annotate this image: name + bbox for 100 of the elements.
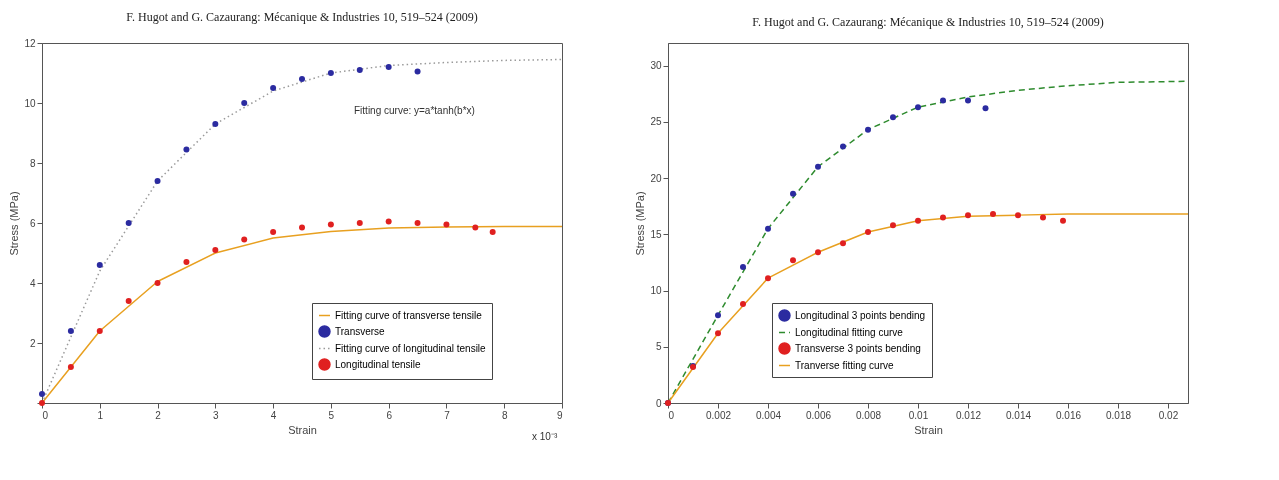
- point: [414, 68, 421, 75]
- point: [815, 249, 821, 256]
- y-tick-label: 20: [650, 172, 662, 184]
- legend-label: Longitudinal 3 points bending: [795, 309, 926, 321]
- point: [790, 190, 796, 197]
- y-axis-title: Stress (MPa): [634, 191, 647, 256]
- x-tick-label: 6: [386, 409, 393, 421]
- point: [890, 114, 896, 121]
- point: [39, 391, 45, 397]
- legend-label: Transverse: [335, 325, 386, 337]
- x-tick-label: 2: [155, 409, 162, 421]
- x-tick-label: 0.012: [955, 409, 982, 421]
- y-tick-label: 0: [655, 397, 662, 409]
- x-tick-label: 4: [270, 409, 277, 421]
- point: [154, 280, 161, 286]
- x-axis-title: Strain: [914, 423, 943, 436]
- chart-title: F. Hugot and G. Cazaurang: Mécanique & Industries 10, 519–524 (2009): [752, 15, 1104, 29]
- point: [356, 67, 363, 73]
- point: [1015, 212, 1021, 219]
- x-tick-label: 0.018: [1105, 409, 1132, 421]
- line-series: [667, 213, 1189, 404]
- x-tick-label: 0.004: [755, 409, 782, 421]
- point: [96, 262, 103, 268]
- text: x 10⁻³: [532, 431, 558, 442]
- point: [125, 298, 132, 304]
- point: [915, 217, 921, 224]
- legend-label: Longitudinal fitting curve: [795, 326, 904, 338]
- point: [840, 143, 846, 150]
- y-tick-label: 10: [24, 97, 36, 109]
- point: [472, 224, 479, 231]
- point: [327, 221, 334, 228]
- x-tick-label: 0.02: [1158, 409, 1179, 421]
- point: [940, 214, 946, 221]
- y-tick-label: 2: [29, 337, 36, 349]
- point: [270, 229, 277, 235]
- point: [982, 105, 989, 112]
- point: [385, 64, 392, 70]
- point: [1040, 214, 1046, 221]
- y-tick-label: 12: [24, 37, 36, 49]
- y-tick-label: 6: [29, 217, 36, 229]
- point: [915, 104, 921, 111]
- point: [385, 218, 392, 225]
- point: [715, 330, 721, 337]
- point: [940, 97, 946, 104]
- point: [815, 163, 821, 170]
- point: [890, 222, 896, 229]
- point: [489, 229, 496, 235]
- chart-title: F. Hugot and G. Cazaurang: Mécanique & Industries 10, 519–524 (2009): [126, 10, 478, 24]
- legend-label: Longitudinal tensile: [335, 358, 422, 370]
- point: [740, 263, 746, 270]
- y-tick-label: 4: [29, 277, 36, 289]
- x-tick-label: 0.008: [855, 409, 882, 421]
- x-tick-label: 0: [42, 409, 49, 421]
- x-tick-label: 3: [213, 409, 220, 421]
- point: [965, 212, 971, 219]
- x-tick-label: 1: [97, 409, 104, 421]
- y-tick-label: 5: [655, 341, 662, 353]
- point: [299, 224, 305, 231]
- x-tick-label: 0.002: [705, 409, 732, 421]
- point: [765, 225, 771, 232]
- y-axis-title: Stress (MPa): [8, 191, 21, 256]
- point: [67, 364, 74, 370]
- point: [840, 240, 846, 247]
- point: [356, 220, 363, 226]
- point: [414, 220, 421, 226]
- point: [865, 126, 871, 133]
- point: [299, 76, 305, 82]
- x-tick-label: 0.014: [1005, 409, 1032, 421]
- y-tick-label: 25: [650, 116, 662, 128]
- point: [183, 146, 190, 153]
- annotation: Fitting curve: y=a*tanh(b*x): [354, 105, 475, 117]
- y-tick-label: 8: [29, 157, 36, 169]
- point: [443, 221, 450, 228]
- x-tick-label: 0.016: [1055, 409, 1082, 421]
- point: [241, 236, 248, 243]
- point: [865, 229, 871, 235]
- point: [990, 211, 996, 217]
- point: [154, 178, 161, 184]
- point: [212, 247, 219, 253]
- legend-label: Transverse 3 points bending: [795, 342, 921, 354]
- point: [790, 257, 796, 264]
- x-tick-label: 0.01: [908, 409, 929, 421]
- point: [183, 259, 190, 265]
- x-tick-label: 5: [328, 409, 335, 421]
- point: [96, 328, 103, 334]
- point: [765, 275, 771, 282]
- x-axis-title: Strain: [288, 423, 317, 436]
- y-tick-label: 15: [650, 228, 662, 240]
- point: [212, 121, 219, 127]
- point: [740, 301, 746, 307]
- x-tick-label: 7: [444, 409, 451, 421]
- point: [715, 312, 721, 319]
- x-tick-label: 0.006: [805, 409, 832, 421]
- point: [1060, 217, 1066, 224]
- point: [270, 85, 277, 91]
- x-tick-label: 9: [556, 409, 563, 421]
- point: [965, 97, 971, 104]
- legend-label: Fitting curve of transverse tensile: [335, 309, 483, 321]
- legend-label: Fitting curve of longitudinal tensile: [335, 342, 487, 354]
- x-tick-label: 8: [501, 409, 508, 421]
